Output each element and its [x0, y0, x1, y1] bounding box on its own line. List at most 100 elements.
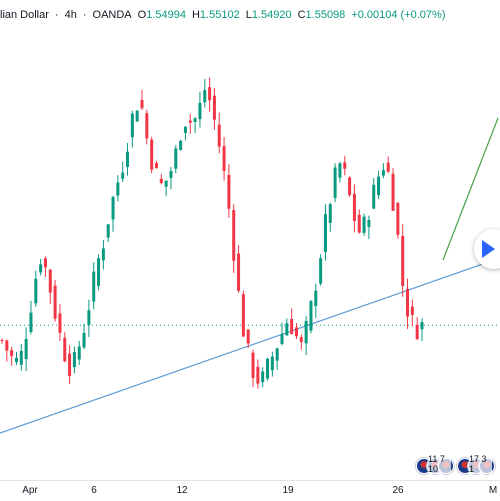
- candle[interactable]: [275, 347, 279, 370]
- candle[interactable]: [217, 112, 221, 154]
- candle[interactable]: [43, 256, 47, 277]
- candle[interactable]: [174, 145, 178, 174]
- candle[interactable]: [97, 254, 101, 291]
- candle[interactable]: [101, 239, 105, 270]
- candle[interactable]: [420, 318, 424, 341]
- candle[interactable]: [0, 338, 4, 344]
- candle[interactable]: [246, 329, 250, 349]
- candle[interactable]: [10, 346, 14, 366]
- candle[interactable]: [72, 346, 76, 374]
- candle[interactable]: [208, 77, 212, 112]
- candle[interactable]: [154, 160, 158, 169]
- interval-label[interactable]: 4h: [64, 9, 77, 21]
- candle[interactable]: [126, 142, 130, 176]
- candle[interactable]: [193, 116, 197, 134]
- candle[interactable]: [304, 316, 308, 355]
- candle[interactable]: [251, 349, 255, 388]
- candle[interactable]: [140, 89, 144, 110]
- candle[interactable]: [314, 283, 318, 318]
- candle[interactable]: [367, 215, 371, 240]
- candle[interactable]: [19, 344, 23, 371]
- candle[interactable]: [92, 262, 96, 310]
- candle[interactable]: [227, 164, 231, 218]
- candle[interactable]: [145, 109, 149, 145]
- candle[interactable]: [386, 156, 390, 173]
- candle[interactable]: [415, 317, 419, 340]
- candle[interactable]: [34, 270, 38, 307]
- candle[interactable]: [241, 290, 245, 337]
- candle[interactable]: [266, 357, 270, 381]
- candle[interactable]: [5, 339, 9, 362]
- candle[interactable]: [362, 213, 366, 236]
- candle[interactable]: [164, 180, 168, 197]
- candle[interactable]: [285, 318, 289, 336]
- candle[interactable]: [63, 332, 67, 363]
- candle[interactable]: [183, 126, 187, 141]
- candle[interactable]: [319, 254, 323, 286]
- candle[interactable]: [87, 299, 91, 337]
- candle[interactable]: [111, 195, 115, 232]
- candle[interactable]: [121, 161, 125, 182]
- candle[interactable]: [68, 345, 72, 385]
- candle[interactable]: [290, 308, 294, 335]
- candle[interactable]: [261, 367, 265, 388]
- candle[interactable]: [116, 175, 120, 202]
- candle[interactable]: [328, 202, 332, 232]
- candle-body: [63, 337, 67, 362]
- candle[interactable]: [256, 359, 260, 389]
- candle[interactable]: [135, 109, 139, 122]
- candle[interactable]: [294, 323, 298, 340]
- event-badge[interactable]: 11 7 10: [416, 454, 454, 476]
- candle[interactable]: [401, 224, 405, 297]
- candle[interactable]: [106, 224, 110, 243]
- candle[interactable]: [130, 110, 134, 148]
- candle[interactable]: [270, 351, 274, 377]
- symbol-name[interactable]: lian Dollar: [0, 9, 49, 21]
- event-badge-text: 11 7 10: [428, 454, 451, 474]
- candle[interactable]: [372, 178, 376, 210]
- time-axis[interactable]: Apr 6 12 19 26 M: [0, 480, 500, 501]
- candle[interactable]: [396, 201, 400, 239]
- candle[interactable]: [309, 300, 313, 334]
- projection-arrow[interactable]: [442, 117, 499, 261]
- candle[interactable]: [352, 184, 356, 233]
- candle[interactable]: [212, 87, 216, 130]
- candle[interactable]: [343, 155, 347, 176]
- candle[interactable]: [39, 258, 43, 276]
- candle[interactable]: [406, 278, 410, 329]
- candle[interactable]: [391, 168, 395, 211]
- candle[interactable]: [237, 245, 241, 293]
- candle[interactable]: [48, 268, 52, 305]
- candle[interactable]: [299, 334, 303, 350]
- candle[interactable]: [338, 161, 342, 183]
- candle[interactable]: [169, 166, 173, 190]
- candle[interactable]: [29, 300, 33, 335]
- candle[interactable]: [280, 322, 284, 346]
- candle[interactable]: [24, 327, 28, 372]
- candle[interactable]: [14, 351, 18, 365]
- event-badge[interactable]: 17 3 1: [457, 454, 495, 476]
- candle[interactable]: [77, 340, 81, 365]
- candle[interactable]: [333, 163, 337, 203]
- candle[interactable]: [58, 304, 62, 341]
- candle[interactable]: [150, 136, 154, 174]
- candle[interactable]: [82, 323, 86, 350]
- candle[interactable]: [222, 136, 226, 181]
- candle[interactable]: [377, 170, 381, 200]
- candle-body: [352, 193, 356, 221]
- candle[interactable]: [348, 176, 352, 197]
- candle[interactable]: [323, 204, 327, 261]
- candle[interactable]: [198, 91, 202, 128]
- candle[interactable]: [159, 173, 163, 185]
- candle[interactable]: [232, 204, 236, 273]
- candle[interactable]: [188, 113, 192, 134]
- support-trendline[interactable]: [0, 257, 500, 434]
- candle[interactable]: [203, 79, 207, 108]
- candle[interactable]: [381, 163, 385, 179]
- price-chart[interactable]: [0, 0, 500, 480]
- candle[interactable]: [357, 209, 361, 234]
- candle[interactable]: [179, 139, 183, 151]
- candle[interactable]: [53, 279, 57, 322]
- play-button[interactable]: [474, 229, 500, 269]
- candle[interactable]: [410, 299, 414, 327]
